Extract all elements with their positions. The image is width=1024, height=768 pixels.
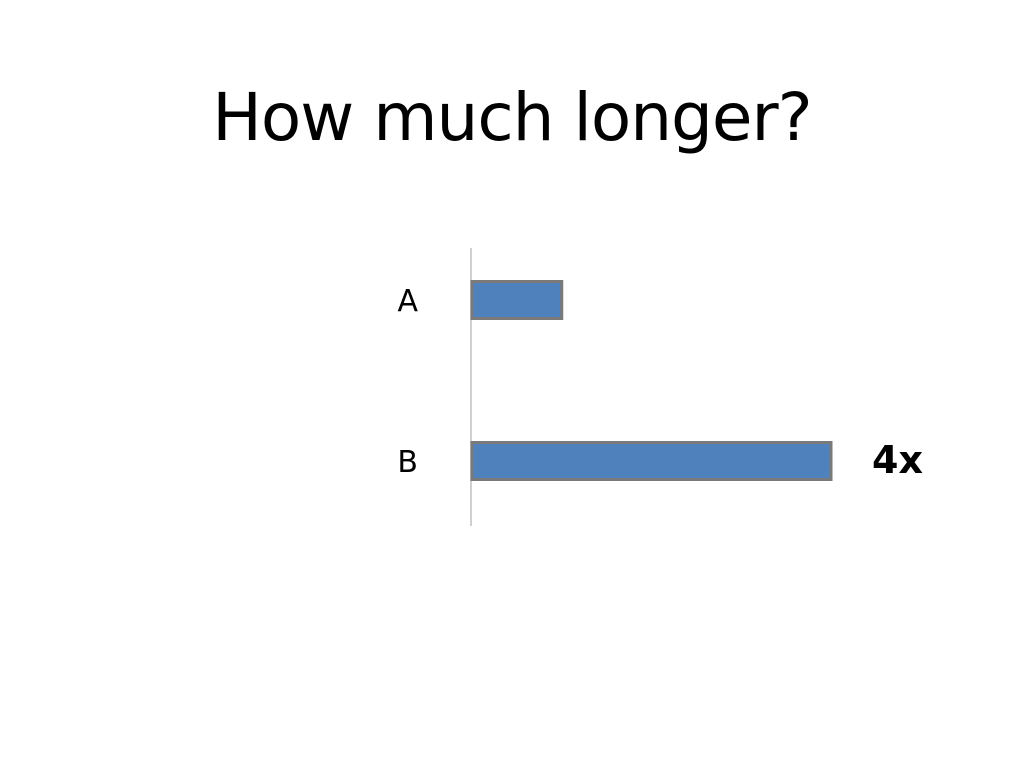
category-labels: AB — [397, 284, 418, 480]
ratio-annotation: 4x — [872, 438, 923, 482]
slide-title: How much longer? — [212, 79, 812, 156]
bar-b — [470, 441, 833, 481]
category-label-a: A — [397, 284, 418, 319]
category-label-b: B — [397, 445, 418, 480]
bars-layer — [470, 280, 833, 481]
bar-a — [470, 280, 564, 320]
